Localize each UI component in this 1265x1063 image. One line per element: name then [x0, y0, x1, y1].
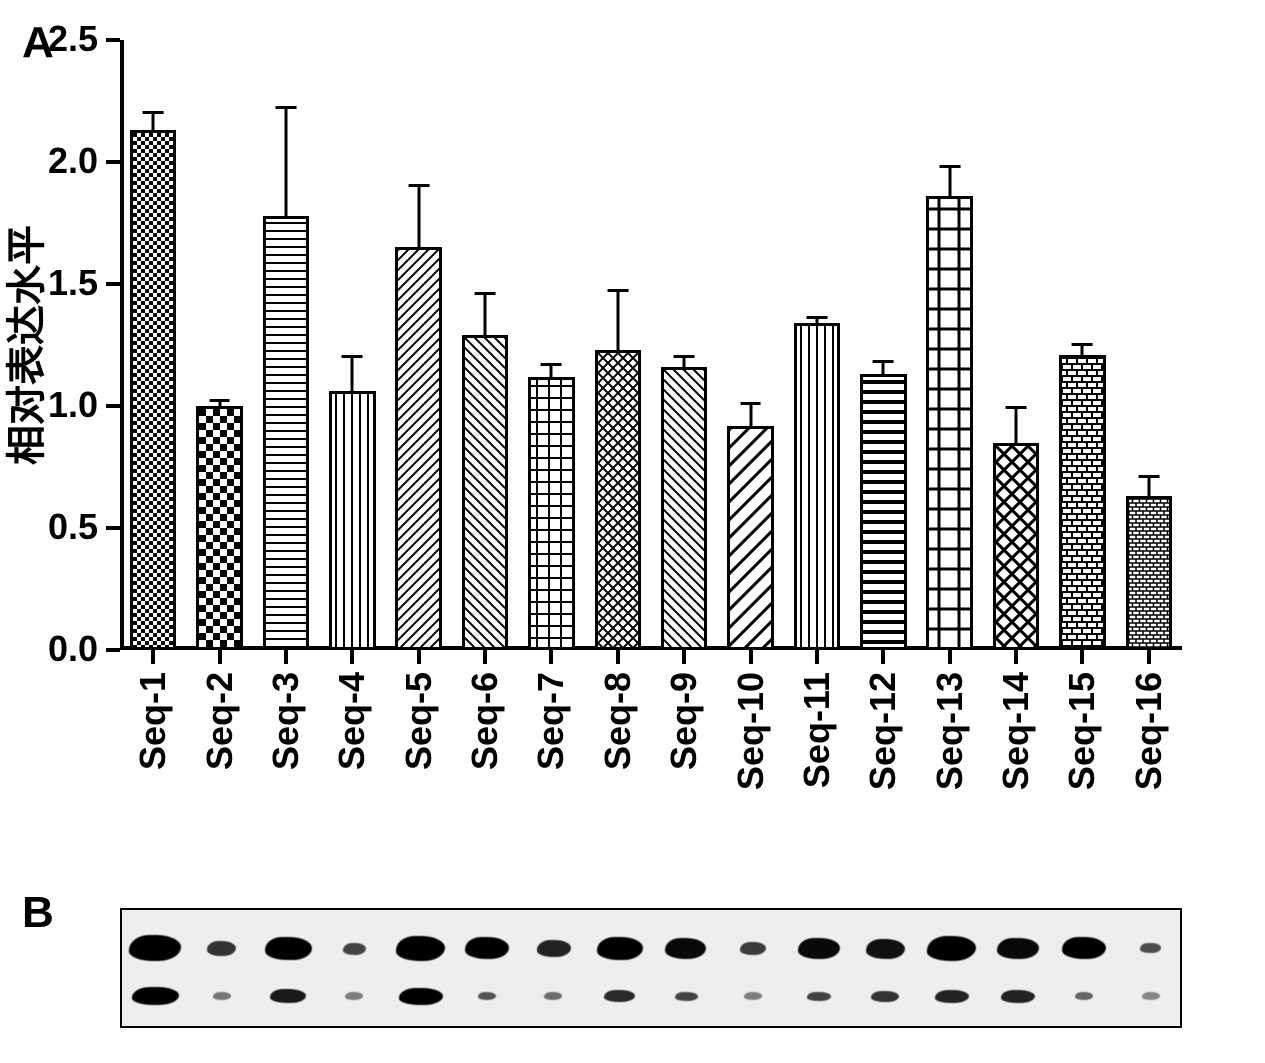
x-tick: [417, 650, 421, 664]
blot-band: [544, 992, 562, 1000]
error-bar: [329, 357, 375, 650]
blot-band: [665, 938, 707, 959]
bars-container: [120, 40, 1182, 650]
panel-label-b: B: [22, 888, 54, 938]
blot-band: [604, 990, 635, 1002]
x-tick: [1147, 650, 1151, 664]
x-tick: [1080, 650, 1084, 664]
y-tick: [106, 404, 120, 408]
y-tick-label: 2.0: [8, 140, 98, 182]
x-tick: [151, 650, 155, 664]
blot-band: [935, 990, 969, 1003]
x-tick-label: Seq-2: [199, 672, 241, 770]
y-tick: [106, 526, 120, 530]
y-tick-label: 1.5: [8, 262, 98, 304]
blot-band: [798, 938, 839, 959]
blot-band: [396, 936, 445, 961]
blot-band: [743, 992, 761, 1000]
blot-band: [1062, 937, 1107, 959]
error-bar: [1059, 345, 1105, 650]
x-tick: [881, 650, 885, 664]
blot-band: [674, 992, 698, 1001]
x-tick-label: Seq-1: [132, 672, 174, 770]
x-tick-label: Seq-9: [663, 672, 705, 770]
blot-band: [1140, 943, 1161, 953]
blot-band: [536, 940, 570, 957]
blot-band: [213, 992, 231, 1000]
blot-band: [345, 992, 363, 1000]
blot-band: [264, 937, 311, 960]
x-tick-label: Seq-3: [265, 672, 307, 770]
error-bar: [860, 362, 906, 650]
blot-band: [132, 987, 179, 1005]
blot-band: [270, 989, 307, 1003]
x-tick-label: Seq-11: [796, 672, 838, 788]
blot-band: [739, 942, 765, 955]
x-tick-label: Seq-7: [530, 672, 572, 770]
blot-band: [1142, 992, 1160, 1000]
y-tick: [106, 648, 120, 652]
x-tick: [483, 650, 487, 664]
x-tick: [284, 650, 288, 664]
blot-band: [207, 941, 235, 955]
error-bar: [1126, 477, 1172, 650]
error-bar: [528, 365, 574, 650]
x-tick: [815, 650, 819, 664]
x-tick-label: Seq-10: [730, 672, 772, 790]
error-bar: [661, 357, 707, 650]
y-tick: [106, 160, 120, 164]
x-tick-label: Seq-13: [929, 672, 971, 790]
x-tick-label: Seq-4: [331, 672, 373, 770]
blot-band: [1075, 992, 1093, 1000]
error-bar: [794, 318, 840, 650]
error-bar: [727, 404, 773, 650]
error-bar: [196, 401, 242, 650]
x-tick-label: Seq-12: [862, 672, 904, 790]
blot-band: [807, 992, 830, 1001]
error-bar: [130, 113, 176, 650]
error-bar: [595, 291, 641, 650]
y-tick-label: 0.0: [8, 628, 98, 670]
x-tick-label: Seq-15: [1061, 672, 1103, 790]
x-tick: [948, 650, 952, 664]
bar-chart: 相对表达水平 Seq-1Seq-2Seq-3Seq-4Seq-5Seq-6Seq…: [120, 40, 1182, 650]
figure-root: A 相对表达水平 Seq-1Seq-2Seq-3Seq-4Seq-5Seq-6S…: [0, 0, 1265, 1063]
error-bar: [263, 108, 309, 650]
y-tick: [106, 38, 120, 42]
y-tick-label: 1.0: [8, 384, 98, 426]
x-tick: [749, 650, 753, 664]
y-tick: [106, 282, 120, 286]
error-bar: [462, 294, 508, 650]
blot-band: [597, 937, 644, 960]
y-tick-label: 0.5: [8, 506, 98, 548]
x-tick: [549, 650, 553, 664]
x-tick: [616, 650, 620, 664]
western-blot: [120, 908, 1182, 1028]
y-axis-label: 相对表达水平: [0, 225, 52, 465]
y-tick-label: 2.5: [8, 18, 98, 60]
x-tick: [218, 650, 222, 664]
plot-area: Seq-1Seq-2Seq-3Seq-4Seq-5Seq-6Seq-7Seq-8…: [120, 40, 1182, 650]
x-tick: [682, 650, 686, 664]
x-tick: [350, 650, 354, 664]
blot-band: [866, 939, 906, 959]
blot-band: [478, 992, 496, 1000]
blot-band: [129, 935, 182, 961]
blot-band: [927, 936, 977, 961]
x-tick-label: Seq-16: [1128, 672, 1170, 790]
blot-band: [997, 938, 1038, 959]
error-bar: [993, 408, 1039, 650]
error-bar: [926, 167, 972, 650]
blot-band: [465, 937, 510, 959]
x-tick-label: Seq-14: [995, 672, 1037, 790]
x-tick-label: Seq-8: [597, 672, 639, 770]
blot-band: [342, 943, 366, 955]
x-tick-label: Seq-5: [398, 672, 440, 770]
blot-band: [871, 991, 900, 1002]
error-bar: [395, 186, 441, 650]
x-tick-label: Seq-6: [464, 672, 506, 770]
blot-band: [399, 988, 443, 1005]
x-tick: [1014, 650, 1018, 664]
blot-band: [1001, 990, 1035, 1003]
